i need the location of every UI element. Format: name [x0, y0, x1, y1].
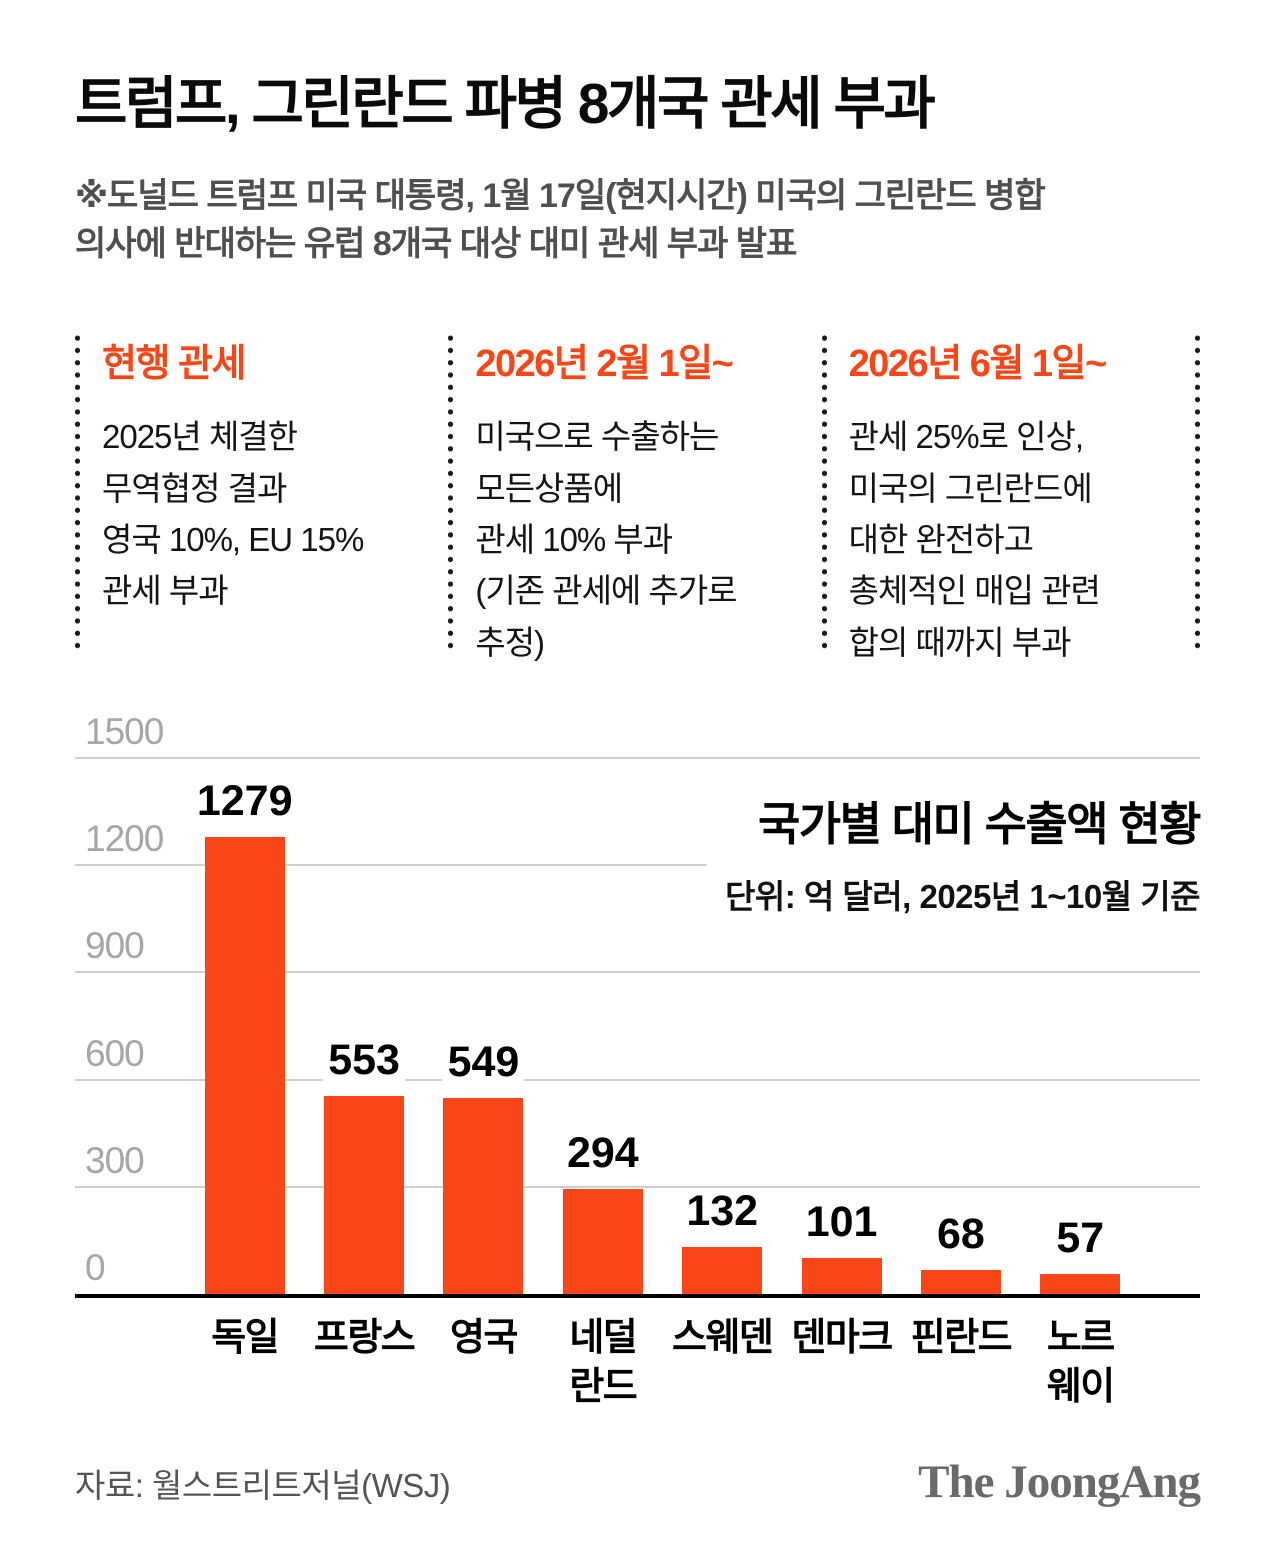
chart-plot: 국가별 대미 수출액 현황 단위: 억 달러, 2025년 1~10월 기준 1… [75, 713, 1202, 1299]
x-axis-label-독일: 독일 [211, 1317, 279, 1360]
gridline-300 [75, 1185, 1200, 1188]
timeline-column-body: 미국으로 수출하는 모든상품에 관세 10% 부과 (기존 관세에 추가로 추정… [475, 418, 737, 661]
x-axis-label-노르웨이: 노르 웨이 [1046, 1317, 1115, 1409]
bar-노르웨이 [1040, 1273, 1121, 1295]
bar-덴마크 [801, 1257, 882, 1295]
lede-text: ※도널드 트럼프 미국 대통령, 1월 17일(현지시간) 미국의 그린란드 병… [75, 176, 1046, 263]
timeline-column-current: 현행 관세 2025년 체결한 무역협정 결과 영국 10%, EU 15% 관… [80, 332, 448, 652]
bar-스웨덴 [682, 1246, 763, 1295]
gridline-900 [75, 971, 1200, 974]
x-axis-labels: 독일 프랑스 영국 네덜 란드 스웨덴 덴마크 핀란드 노르 웨이 [185, 1314, 1140, 1413]
bar-핀란드 [920, 1269, 1001, 1295]
gridline-1200 [75, 864, 1200, 867]
timeline-column-jun-2026: 2026년 6월 1일~ 관세 25%로 인상, 미국의 그린란드에 대한 완전… [827, 332, 1195, 661]
source-credit: 자료: 월스트리트저널(WSJ) [75, 1466, 451, 1504]
chart-title: 국가별 대미 수출액 현황 [757, 798, 1202, 851]
timeline-column-body: 2025년 체결한 무역협정 결과 영국 10%, EU 15% 관세 부과 [102, 418, 364, 610]
bars: 1279 553 549 294 132 101 68 57 [185, 762, 1140, 1295]
bar-value-노르웨이: 57 [1051, 1214, 1110, 1262]
chart-header: 국가별 대미 수출액 현황 단위: 억 달러, 2025년 1~10월 기준 [707, 788, 1202, 929]
bar-group-영국: 549 [424, 762, 543, 1295]
y-axis-tick-1500: 1500 [85, 711, 164, 753]
y-axis-tick-600: 600 [85, 1032, 145, 1074]
bar-영국 [443, 1097, 524, 1295]
bar-group-핀란드: 68 [901, 762, 1020, 1295]
footer: 자료: 월스트리트저널(WSJ) The JoongAng [75, 1455, 1201, 1508]
timeline-column-body: 관세 25%로 인상, 미국의 그린란드에 대한 완전하고 총체적인 매입 관련… [848, 418, 1101, 661]
bar-group-프랑스: 553 [304, 762, 423, 1295]
tariff-timeline: 현행 관세 2025년 체결한 무역협정 결과 영국 10%, EU 15% 관… [75, 332, 1200, 661]
x-axis-label-네덜란드: 네덜 란드 [569, 1317, 637, 1409]
page-title: 트럼프, 그린란드 파병 8개국 관세 부과 [75, 72, 936, 136]
timeline-column-heading: 2026년 2월 1일~ [475, 343, 734, 386]
x-axis-label-스웨덴: 스웨덴 [671, 1317, 774, 1360]
timeline-column-heading: 2026년 6월 1일~ [848, 343, 1108, 386]
bar-value-네덜란드: 294 [561, 1130, 644, 1178]
bar-네덜란드 [562, 1189, 643, 1295]
bar-value-독일: 1279 [191, 778, 298, 826]
dotted-divider [448, 332, 454, 653]
timeline-column-feb-2026: 2026년 2월 1일~ 미국으로 수출하는 모든상품에 관세 10% 부과 (… [453, 332, 821, 661]
bar-group-네덜란드: 294 [543, 762, 662, 1295]
y-axis-tick-300: 300 [85, 1139, 145, 1181]
x-axis-label-영국: 영국 [449, 1317, 518, 1360]
bar-value-영국: 549 [442, 1038, 525, 1086]
dotted-divider [821, 332, 827, 653]
x-axis-label-핀란드: 핀란드 [910, 1317, 1013, 1360]
timeline-column-heading: 현행 관세 [102, 343, 246, 386]
bar-group-독일: 1279 [185, 762, 304, 1295]
joongang-logo: The JoongAng [918, 1455, 1201, 1508]
dotted-divider [1194, 332, 1200, 653]
bar-group-덴마크: 101 [782, 762, 901, 1295]
bar-독일 [204, 837, 285, 1295]
bar-프랑스 [324, 1096, 405, 1295]
chart-unit-note: 단위: 억 달러, 2025년 1~10월 기준 [725, 878, 1200, 916]
x-axis-label-덴마크: 덴마크 [791, 1317, 893, 1360]
y-axis-tick-1200: 1200 [85, 818, 164, 860]
bar-group-노르웨이: 57 [1021, 762, 1140, 1295]
gridline-1500 [75, 757, 1200, 760]
bar-value-스웨덴: 132 [681, 1187, 764, 1235]
x-axis-label-프랑스: 프랑스 [313, 1317, 416, 1360]
export-bar-chart: 국가별 대미 수출액 현황 단위: 억 달러, 2025년 1~10월 기준 1… [75, 713, 1202, 1413]
bar-value-덴마크: 101 [800, 1198, 883, 1246]
y-axis-tick-900: 900 [85, 925, 145, 967]
bar-value-프랑스: 553 [323, 1037, 405, 1085]
y-axis-tick-0: 0 [85, 1247, 106, 1289]
dotted-divider [75, 332, 80, 653]
gridline-600 [75, 1078, 1200, 1081]
bar-group-스웨덴: 132 [663, 762, 782, 1295]
bar-value-핀란드: 68 [932, 1210, 990, 1258]
